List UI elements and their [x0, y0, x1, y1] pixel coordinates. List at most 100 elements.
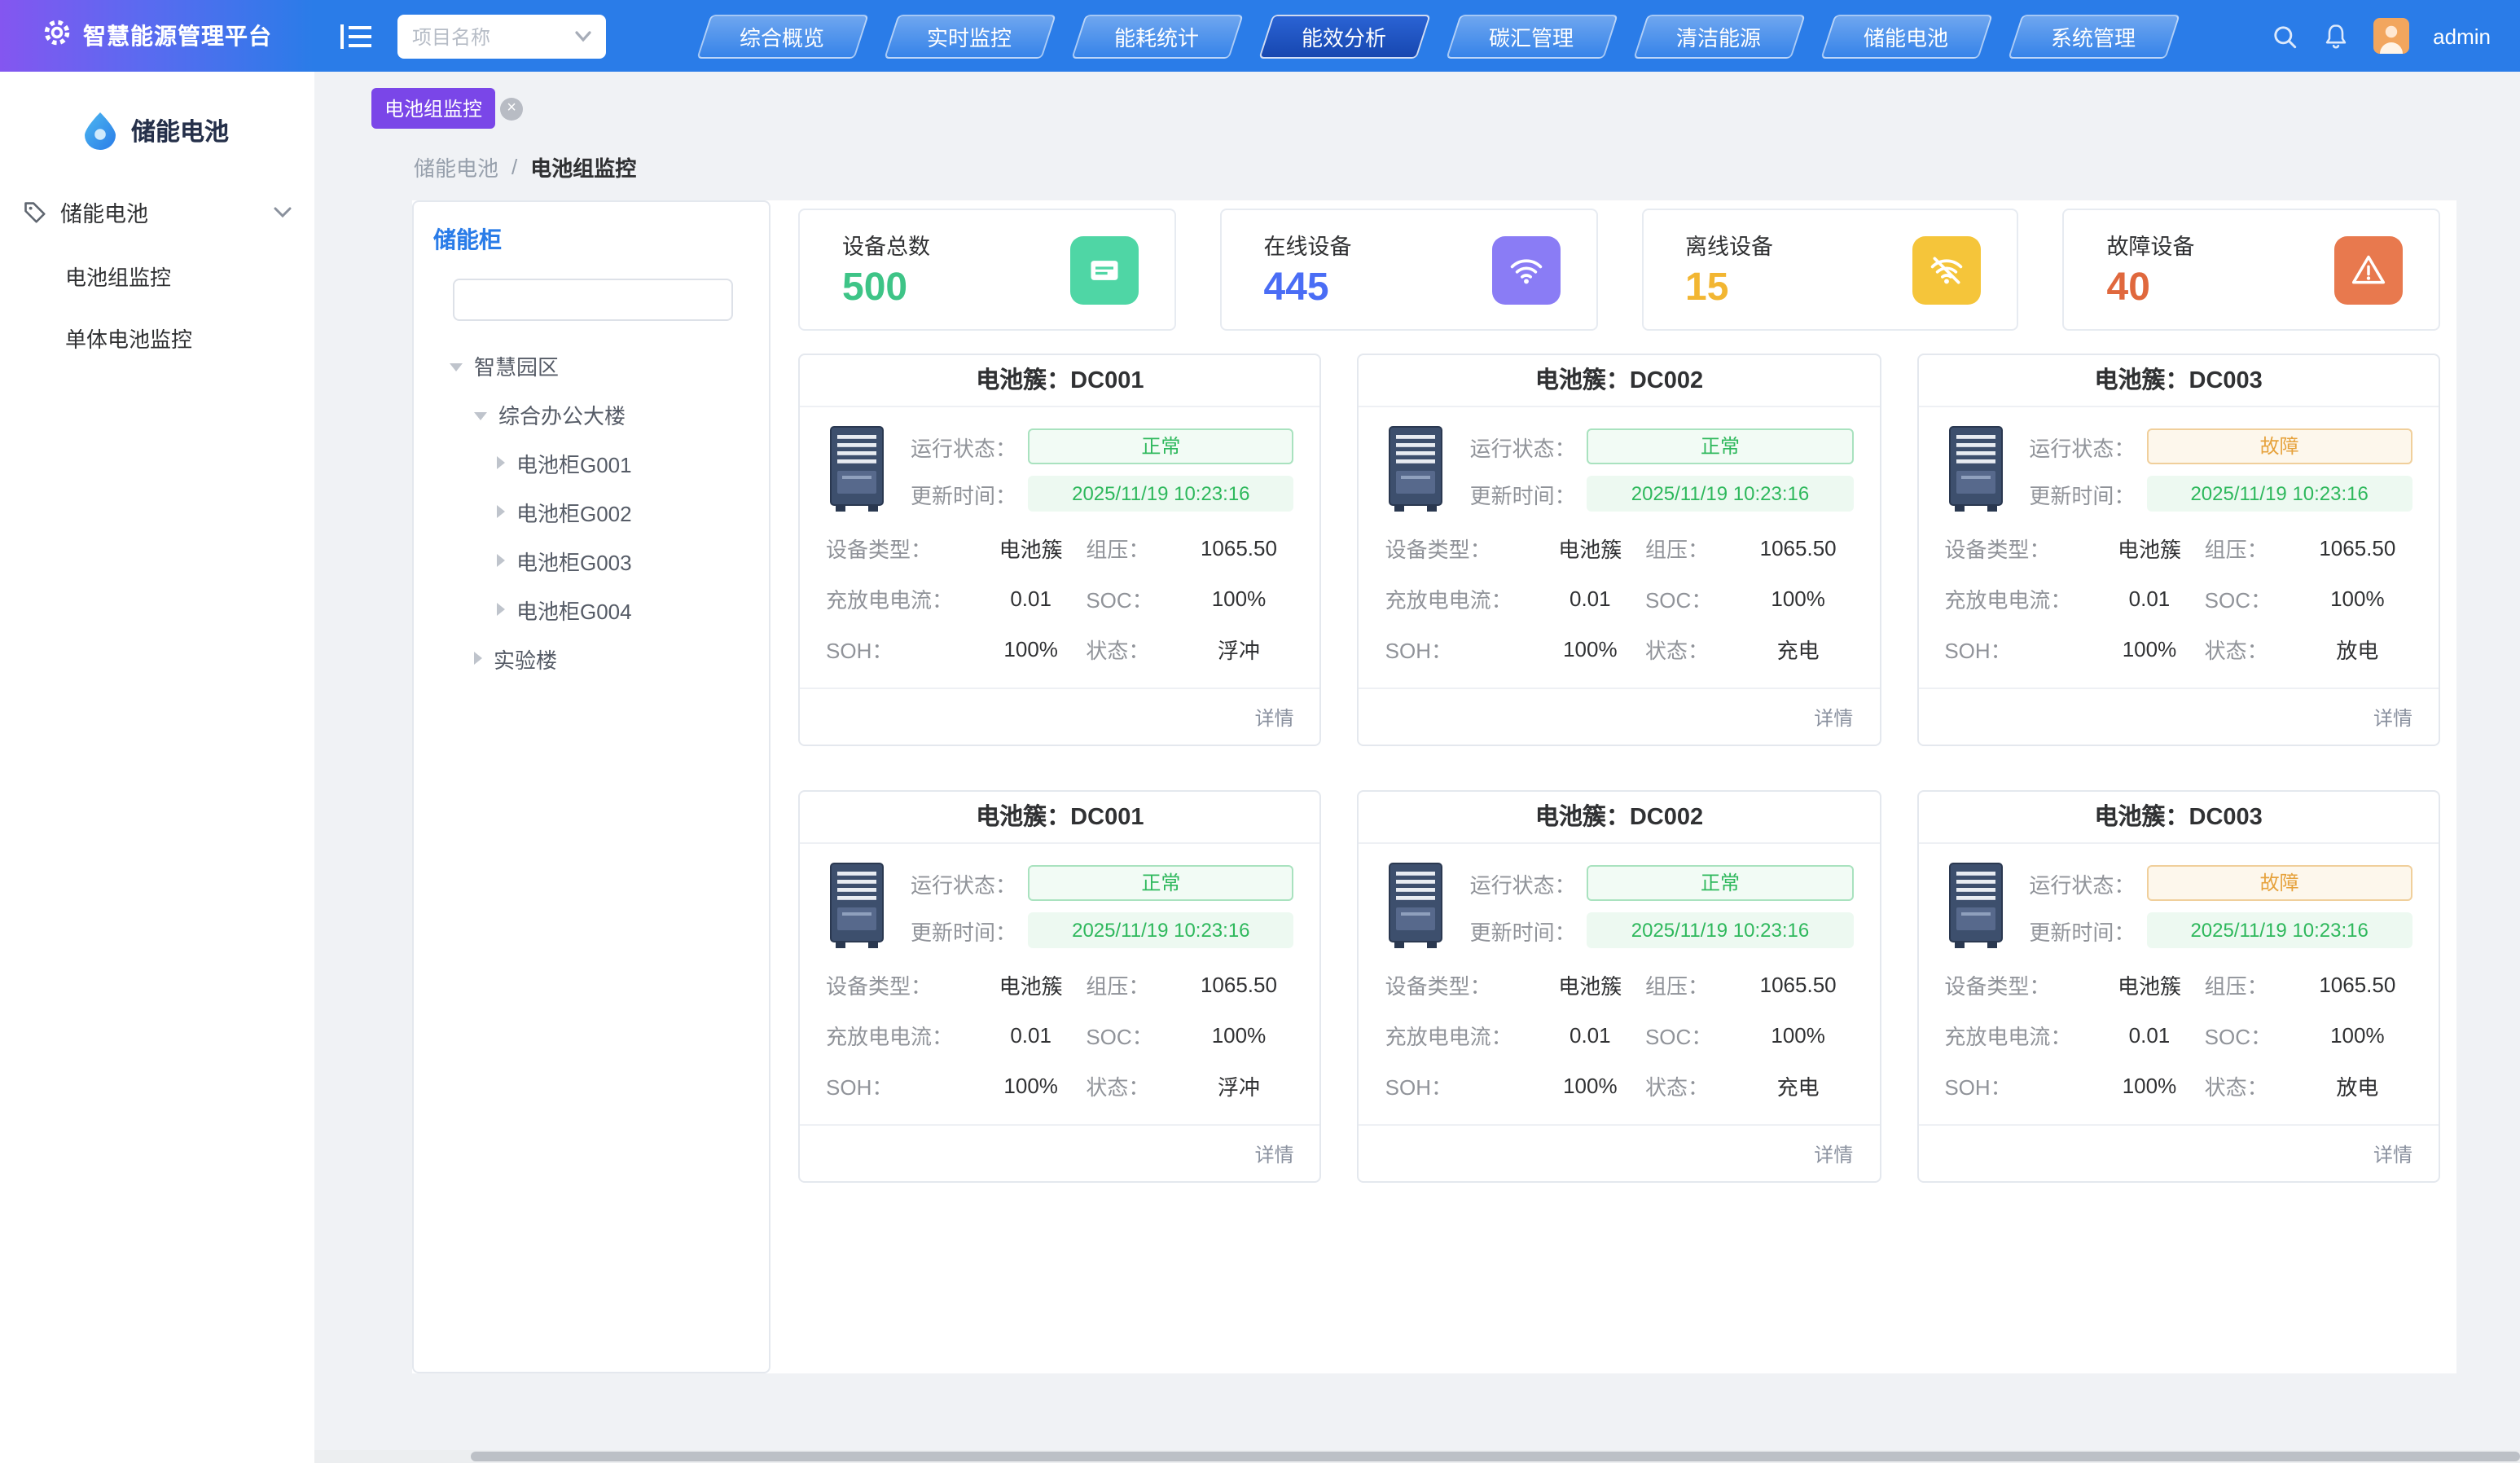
- stat-card-total-devices: 设备总数 500: [798, 209, 1176, 331]
- cluster-title: 电池簇：DC001: [800, 355, 1320, 407]
- nav-tab[interactable]: 系统管理: [2008, 14, 2180, 58]
- cluster-footer: 详情: [1918, 1124, 2439, 1181]
- update-time-value: 2025/11/19 10:23:16: [2146, 476, 2412, 512]
- field-value: 0.01: [2128, 587, 2171, 611]
- tag-battery-group-monitoring[interactable]: 电池组监控: [371, 88, 496, 129]
- detail-link[interactable]: 详情: [1814, 1143, 1854, 1166]
- wifi-off-icon: [1912, 235, 1982, 304]
- update-time-value: 2025/11/19 10:23:16: [1028, 476, 1294, 512]
- cluster-status-section: 运行状态： 正常 更新时间： 2025/11/19 10:23:16: [1359, 844, 1880, 953]
- update-time-row: 更新时间： 2025/11/19 10:23:16: [911, 476, 1294, 512]
- battery-cabinet-image: [1944, 862, 2006, 950]
- nav-tab[interactable]: 能耗统计: [1071, 14, 1244, 58]
- cluster-fields: 设备类型： 电池簇 组压： 1065.50 充放电电流： 0.01 SOC： 1: [1918, 516, 2439, 678]
- field-label: 组压：: [2204, 538, 2268, 562]
- field-value: 100%: [1563, 1074, 1618, 1098]
- update-time-label: 更新时间：: [2029, 920, 2136, 944]
- field-label: 充放电电流：: [1385, 1025, 1512, 1049]
- battery-cluster-card: 电池簇：DC003: [1916, 790, 2440, 1183]
- tree-node-label: 智慧园区: [474, 354, 560, 379]
- nav-tab[interactable]: 实时监控: [884, 14, 1056, 58]
- tree-node[interactable]: 电池柜G002: [430, 487, 753, 536]
- detail-link[interactable]: 详情: [2373, 706, 2412, 729]
- update-time-label: 更新时间：: [911, 920, 1017, 944]
- field-row: 设备类型： 电池簇 组压： 1065.50: [1385, 960, 1854, 1010]
- breadcrumb: 储能电池 / 电池组监控: [414, 152, 2520, 182]
- nav-tab[interactable]: 能效分析: [1258, 14, 1431, 58]
- status-label: 运行状态：: [911, 436, 1017, 460]
- update-time-label: 更新时间：: [911, 483, 1017, 507]
- nav-tab[interactable]: 储能电池: [1820, 14, 1993, 58]
- battery-cabinet-image: [1385, 862, 1447, 950]
- field-value: 充电: [1776, 1075, 1820, 1100]
- field-label: SOC：: [1086, 1025, 1153, 1049]
- stat-card-fault-devices: 故障设备 40: [2062, 209, 2440, 331]
- tree-node[interactable]: 电池柜G004: [430, 585, 753, 634]
- horizontal-scrollbar[interactable]: [314, 1450, 2520, 1463]
- status-badge: 正常: [1587, 865, 1854, 901]
- username[interactable]: admin: [2433, 24, 2491, 48]
- detail-link[interactable]: 详情: [1254, 1143, 1294, 1166]
- search-icon[interactable]: [2270, 22, 2298, 50]
- field-row: 设备类型： 电池簇 组压： 1065.50: [1944, 960, 2412, 1010]
- nav-tab-label: 系统管理: [2051, 25, 2136, 50]
- detail-link[interactable]: 详情: [2373, 1143, 2412, 1166]
- collapse-menu-icon[interactable]: [340, 24, 371, 48]
- cluster-status-section: 运行状态： 正常 更新时间： 2025/11/19 10:23:16: [800, 407, 1320, 516]
- field-label: 充放电电流：: [1385, 588, 1512, 613]
- cluster-title: 电池簇：DC003: [1918, 792, 2439, 844]
- field-value: 放电: [2336, 639, 2379, 663]
- field-value: 0.01: [1010, 1023, 1051, 1048]
- field-row: 充放电电流： 0.01 SOC： 100%: [826, 1010, 1294, 1061]
- tree-node[interactable]: 实验楼: [430, 634, 753, 683]
- field-row: 设备类型： 电池簇 组压： 1065.50: [826, 960, 1294, 1010]
- sidebar-title: 储能电池: [130, 118, 229, 146]
- caret-icon: [497, 603, 505, 616]
- field-label: 充放电电流：: [826, 1025, 954, 1049]
- tree-node[interactable]: 智慧园区: [430, 340, 753, 389]
- sidebar-item-cell-monitoring[interactable]: 单体电池监控: [65, 327, 193, 351]
- status-badge: 正常: [1028, 865, 1294, 901]
- update-time-value: 2025/11/19 10:23:16: [1028, 912, 1294, 948]
- nav-tab-label: 实时监控: [927, 25, 1012, 50]
- tag-close-icon[interactable]: ×: [500, 97, 524, 120]
- cluster-status-rows: 运行状态： 故障 更新时间： 2025/11/19 10:23:16: [2029, 862, 2412, 950]
- wifi-icon: [1491, 235, 1560, 304]
- project-select-placeholder: 项目名称: [412, 25, 491, 48]
- caret-icon: [450, 362, 463, 371]
- caret-icon: [474, 652, 482, 665]
- cluster-fields: 设备类型： 电池簇 组压： 1065.50 充放电电流： 0.01 SOC： 1: [1359, 516, 1880, 678]
- update-time-value: 2025/11/19 10:23:16: [1587, 912, 1854, 948]
- breadcrumb-item[interactable]: 储能电池: [414, 156, 499, 181]
- field-value: 1065.50: [1759, 973, 1837, 997]
- nav-tab[interactable]: 碳汇管理: [1446, 14, 1618, 58]
- nav-tab[interactable]: 综合概览: [696, 14, 869, 58]
- detail-link[interactable]: 详情: [1814, 706, 1854, 729]
- field-value: 100%: [1563, 637, 1618, 661]
- tree-node[interactable]: 综合办公大楼: [430, 389, 753, 438]
- field-label: 设备类型：: [1385, 974, 1491, 999]
- field-label: 充放电电流：: [1944, 1025, 2072, 1049]
- field-label: 组压：: [1086, 538, 1150, 562]
- field-label: SOH：: [1385, 639, 1452, 663]
- field-value: 电池簇: [999, 974, 1063, 999]
- status-badge: 正常: [1028, 428, 1294, 464]
- tree-search-input[interactable]: [453, 279, 733, 321]
- stat-value: 40: [2106, 266, 2150, 310]
- caret-icon: [497, 456, 505, 469]
- avatar[interactable]: [2373, 18, 2409, 54]
- battery-cabinet-image: [826, 425, 888, 513]
- tree-node[interactable]: 电池柜G003: [430, 536, 753, 585]
- sidebar-item-battery-storage[interactable]: 储能电池: [0, 179, 314, 244]
- detail-link[interactable]: 详情: [1254, 706, 1294, 729]
- breadcrumb-separator: /: [511, 155, 518, 179]
- nav-tab[interactable]: 清洁能源: [1633, 14, 1806, 58]
- bell-icon[interactable]: [2322, 22, 2348, 50]
- tree-panel-title: 储能柜: [433, 226, 502, 253]
- sidebar-item-battery-group-monitoring[interactable]: 电池组监控: [65, 265, 172, 289]
- field-label: SOC：: [1086, 588, 1153, 613]
- field-row: 充放电电流： 0.01 SOC： 100%: [1385, 573, 1854, 624]
- scrollbar-thumb[interactable]: [471, 1452, 2520, 1461]
- tree-node[interactable]: 电池柜G001: [430, 438, 753, 487]
- project-select[interactable]: 项目名称: [397, 14, 606, 58]
